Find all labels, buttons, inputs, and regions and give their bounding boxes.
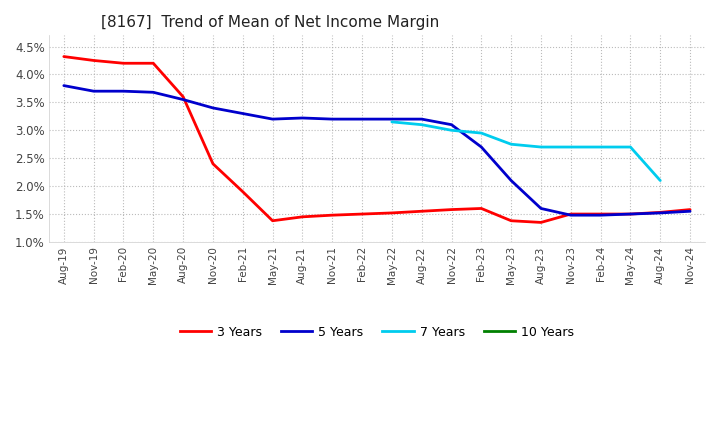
3 Years bbox=[238, 189, 247, 194]
3 Years bbox=[567, 211, 575, 216]
5 Years bbox=[119, 88, 127, 94]
5 Years bbox=[238, 111, 247, 116]
5 Years bbox=[328, 117, 336, 122]
5 Years bbox=[60, 83, 68, 88]
5 Years bbox=[358, 117, 366, 122]
5 Years bbox=[89, 88, 98, 94]
5 Years bbox=[507, 178, 516, 183]
3 Years bbox=[626, 211, 635, 216]
5 Years bbox=[179, 97, 187, 102]
7 Years bbox=[447, 128, 456, 133]
5 Years bbox=[656, 210, 665, 216]
7 Years bbox=[567, 144, 575, 150]
7 Years bbox=[626, 144, 635, 150]
3 Years bbox=[298, 214, 307, 220]
3 Years bbox=[656, 210, 665, 215]
3 Years bbox=[685, 207, 694, 212]
3 Years bbox=[149, 61, 158, 66]
3 Years bbox=[536, 220, 545, 225]
5 Years bbox=[477, 144, 486, 150]
Line: 5 Years: 5 Years bbox=[64, 86, 690, 215]
7 Years bbox=[507, 142, 516, 147]
7 Years bbox=[536, 144, 545, 150]
3 Years bbox=[507, 218, 516, 224]
Line: 7 Years: 7 Years bbox=[392, 122, 660, 180]
5 Years bbox=[685, 209, 694, 214]
5 Years bbox=[626, 211, 635, 216]
5 Years bbox=[387, 117, 396, 122]
7 Years bbox=[418, 122, 426, 127]
3 Years bbox=[119, 61, 127, 66]
5 Years bbox=[447, 122, 456, 127]
3 Years bbox=[269, 218, 277, 224]
3 Years bbox=[447, 207, 456, 212]
3 Years bbox=[596, 211, 605, 216]
3 Years bbox=[209, 161, 217, 166]
3 Years bbox=[328, 213, 336, 218]
3 Years bbox=[60, 54, 68, 59]
5 Years bbox=[269, 117, 277, 122]
3 Years bbox=[89, 58, 98, 63]
7 Years bbox=[477, 130, 486, 136]
3 Years bbox=[179, 94, 187, 99]
Text: [8167]  Trend of Mean of Net Income Margin: [8167] Trend of Mean of Net Income Margi… bbox=[102, 15, 440, 30]
5 Years bbox=[596, 213, 605, 218]
3 Years bbox=[477, 206, 486, 211]
5 Years bbox=[209, 105, 217, 110]
3 Years bbox=[387, 210, 396, 216]
5 Years bbox=[418, 117, 426, 122]
7 Years bbox=[656, 178, 665, 183]
Line: 3 Years: 3 Years bbox=[64, 57, 690, 223]
Legend: 3 Years, 5 Years, 7 Years, 10 Years: 3 Years, 5 Years, 7 Years, 10 Years bbox=[175, 321, 579, 344]
5 Years bbox=[149, 90, 158, 95]
5 Years bbox=[536, 206, 545, 211]
7 Years bbox=[387, 119, 396, 125]
5 Years bbox=[298, 115, 307, 121]
7 Years bbox=[596, 144, 605, 150]
3 Years bbox=[358, 211, 366, 216]
5 Years bbox=[567, 213, 575, 218]
3 Years bbox=[418, 209, 426, 214]
